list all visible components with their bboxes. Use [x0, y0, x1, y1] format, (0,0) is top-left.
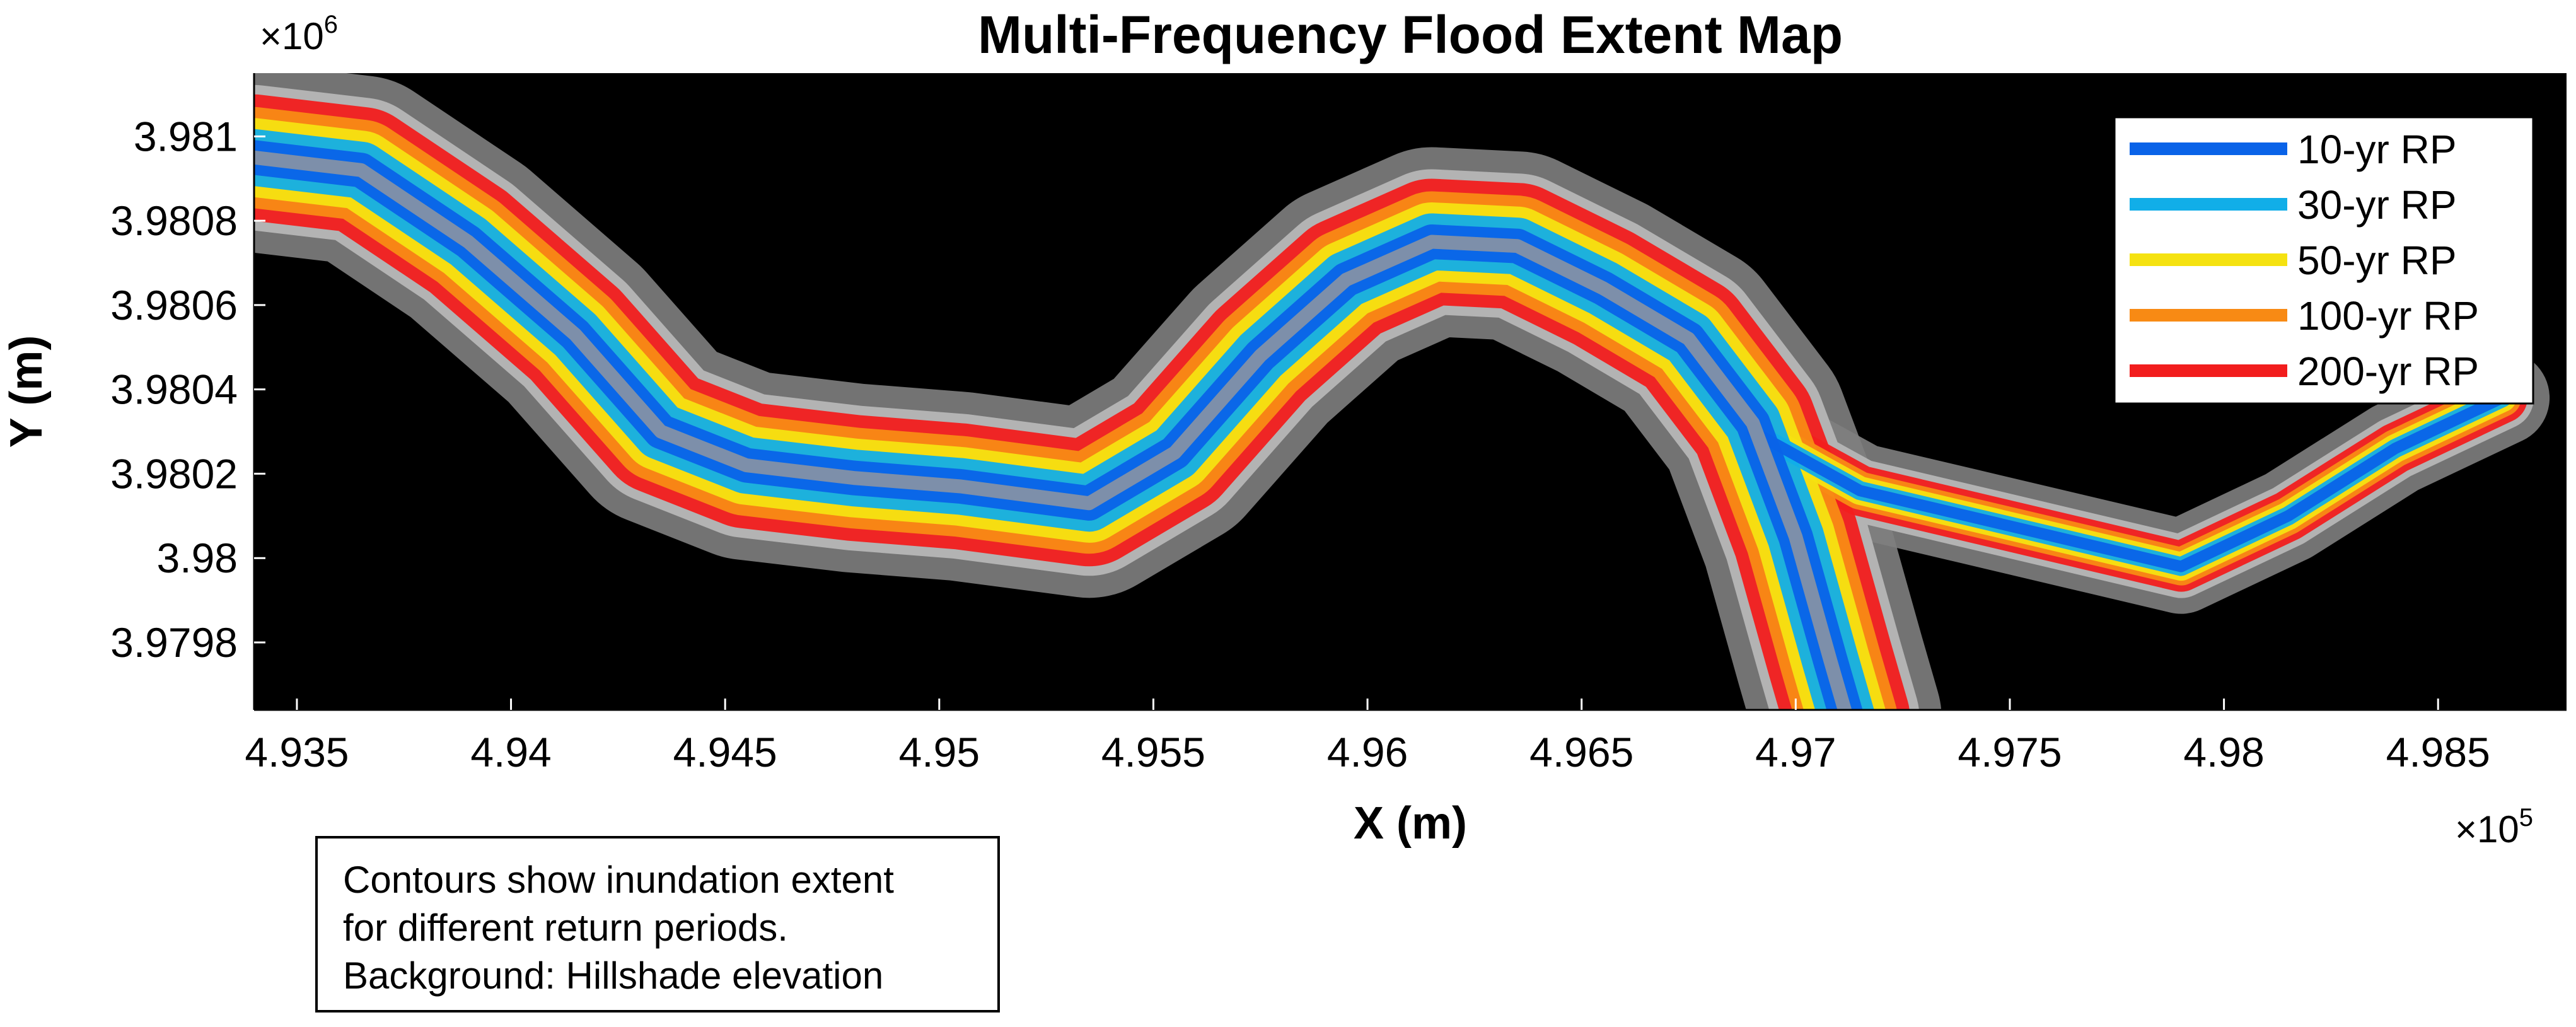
legend-label: 200-yr RP [2297, 349, 2479, 394]
x-axis: 4.935 4.94 4.945 4.95 4.955 4.96 4.965 4.97 4.97… [245, 699, 2567, 775]
x-tick-label: 4.95 [899, 729, 980, 775]
legend-label: 100-yr RP [2297, 293, 2479, 339]
x-tick-label: 4.985 [2386, 729, 2490, 775]
x-tick-label: 4.965 [1529, 729, 1633, 775]
x-tick-label: 4.945 [673, 729, 777, 775]
legend-label: 10-yr RP [2297, 127, 2457, 172]
y-exponent-label: ×106 [260, 11, 338, 57]
y-tick-label: 3.9808 [110, 197, 238, 244]
x-axis-label: X (m) [1354, 798, 1467, 849]
river-channel [254, 150, 1852, 710]
x-exponent-label: ×105 [2455, 804, 2533, 850]
x-tick-label: 4.94 [470, 729, 551, 775]
inundation-extent-10yr [1747, 392, 2509, 572]
annotation-line: for different return periods. [343, 907, 788, 949]
legend-label: 30-yr RP [2297, 182, 2457, 228]
annotation-line: Contours show inundation extent [343, 859, 894, 901]
y-axis-label: Y (m) [1, 335, 52, 448]
y-tick-label: 3.9802 [110, 450, 238, 497]
y-tick-label: 3.981 [134, 113, 238, 160]
flood-map-layer [254, 73, 2550, 710]
y-tick-label: 3.9804 [110, 366, 238, 413]
annotation-line: Background: Hillshade elevation [343, 954, 884, 997]
chart-title: Multi-Frequency Flood Extent Map [978, 5, 1843, 64]
legend-label: 50-yr RP [2297, 238, 2457, 283]
legend: 10-yr RP 30-yr RP 50-yr RP 100-yr RP 200-yr … [2113, 116, 2534, 405]
x-tick-label: 4.98 [2183, 729, 2264, 775]
y-tick-label: 3.98 [157, 535, 238, 581]
x-tick-label: 4.935 [245, 729, 349, 775]
x-tick-label: 4.975 [1958, 729, 2062, 775]
x-tick-label: 4.955 [1101, 729, 1205, 775]
x-tick-label: 4.97 [1755, 729, 1836, 775]
annotation-box: Contours show inundation extent for diff… [315, 836, 1000, 1012]
x-tick-label: 4.96 [1327, 729, 1408, 775]
y-tick-label: 3.9806 [110, 282, 238, 328]
y-axis: 3.9798 3.98 3.9802 3.9804 3.9806 3.9808 3.981 [110, 73, 265, 710]
y-tick-label: 3.9798 [110, 619, 238, 666]
